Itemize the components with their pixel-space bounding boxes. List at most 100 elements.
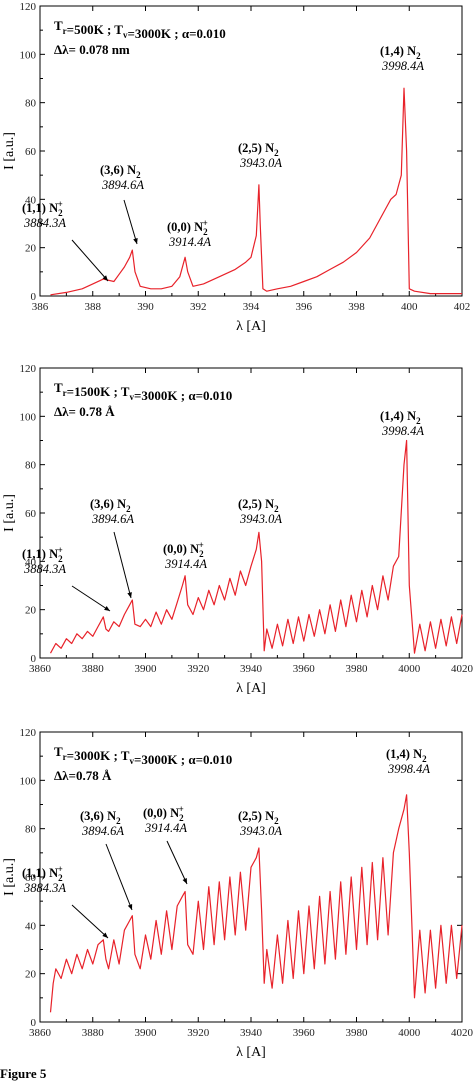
x-tick-label: 396 bbox=[296, 301, 313, 313]
x-tick-label: 3960 bbox=[293, 1027, 316, 1039]
x-tick-label: 4020 bbox=[451, 1027, 474, 1039]
x-tick-label: 3880 bbox=[82, 663, 105, 675]
y-tick-label: 80 bbox=[25, 98, 37, 110]
x-tick-label: 394 bbox=[243, 301, 260, 313]
peak-arrow bbox=[105, 843, 133, 911]
peak-arrow bbox=[166, 840, 188, 885]
x-tick-label: 386 bbox=[32, 301, 49, 313]
peak-arrow-head bbox=[127, 904, 133, 910]
peak-wavelength: 3884.3A bbox=[23, 881, 66, 895]
parameters-label: Tr=3000K ; Tv=3000K ; α=0.010 bbox=[54, 744, 232, 767]
peak-label: (1,1) N2+ bbox=[22, 864, 63, 883]
x-tick-label: 3860 bbox=[29, 663, 52, 675]
y-axis-label: I [a.u.] bbox=[2, 494, 17, 532]
x-tick-label: 3940 bbox=[240, 663, 263, 675]
resolution-label: Δλ= 0.078 nm bbox=[54, 42, 130, 57]
y-tick-label: 120 bbox=[20, 727, 37, 739]
x-tick-label: 400 bbox=[401, 301, 418, 313]
peak-label: (0,0) N2+ bbox=[167, 218, 208, 237]
peak-label: (3,6) N2 bbox=[80, 809, 121, 826]
spectrum-line bbox=[50, 87, 462, 296]
peak-wavelength: 3894.6A bbox=[91, 512, 134, 526]
peak-wavelength: 3998.4A bbox=[381, 424, 424, 438]
peak-arrow-head bbox=[102, 275, 108, 281]
peak-wavelength: 3894.6A bbox=[81, 824, 124, 838]
resolution-label: Δλ=0.78 Å bbox=[54, 768, 112, 783]
x-tick-label: 392 bbox=[190, 301, 207, 313]
x-tick-label: 4020 bbox=[451, 663, 474, 675]
x-tick-label: 3880 bbox=[82, 1027, 105, 1039]
peak-arrow bbox=[71, 585, 111, 612]
x-tick-label: 3920 bbox=[187, 1027, 210, 1039]
spectrum-panel-2: 3860 3880 3900 3920 3940 3960 3980 4000 4020 0 20 4… bbox=[2, 363, 474, 696]
peak-arrow bbox=[71, 239, 109, 282]
peak-wavelength: 3943.0A bbox=[239, 824, 282, 838]
peak-label: (3,6) N2 bbox=[100, 163, 141, 180]
peak-label: (3,6) N2 bbox=[90, 497, 131, 514]
x-tick-label: 3900 bbox=[135, 1027, 158, 1039]
spectrum-panel-3: 3860 3880 3900 3920 3940 3960 3980 4000 4020 0 20 4… bbox=[2, 727, 474, 1060]
y-tick-label: 40 bbox=[25, 920, 37, 932]
y-tick-label: 80 bbox=[25, 824, 37, 836]
peak-label: (2,5) N2 bbox=[238, 497, 279, 514]
peak-label: (0,0) N2+ bbox=[163, 540, 204, 559]
peak-arrow-head bbox=[127, 592, 132, 598]
peak-wavelength: 3914.4A bbox=[164, 557, 207, 571]
x-tick-label: 4000 bbox=[398, 1027, 421, 1039]
y-tick-label: 100 bbox=[20, 49, 37, 61]
spectra-figure: 386 388 390 392 394 396 398 400 4020204060801001… bbox=[2, 1, 474, 1060]
x-tick-label: 388 bbox=[85, 301, 102, 313]
y-tick-label: 100 bbox=[20, 775, 37, 787]
peak-wavelength: 3914.4A bbox=[144, 821, 187, 835]
peak-arrow bbox=[123, 199, 138, 245]
peak-arrow-head bbox=[182, 878, 187, 884]
x-tick-label: 4000 bbox=[398, 663, 421, 675]
peak-wavelength: 3884.3A bbox=[23, 216, 66, 230]
peak-wavelength: 3943.0A bbox=[239, 156, 282, 170]
peak-label: (1,4) N2 bbox=[380, 44, 421, 61]
peak-wavelength: 3943.0A bbox=[239, 512, 282, 526]
peak-label: (2,5) N2 bbox=[238, 141, 279, 158]
x-tick-label: 3920 bbox=[187, 663, 210, 675]
y-tick-label: 120 bbox=[20, 1, 37, 13]
x-axis-label: λ [A] bbox=[236, 681, 266, 696]
peak-wavelength: 3884.3A bbox=[23, 562, 66, 576]
peak-arrow bbox=[71, 904, 109, 939]
y-tick-label: 20 bbox=[25, 969, 37, 981]
y-tick-label: 0 bbox=[31, 291, 37, 303]
spectrum-line bbox=[49, 439, 463, 654]
peak-label: (1,4) N2 bbox=[380, 409, 421, 426]
y-tick-label: 20 bbox=[25, 243, 37, 255]
y-tick-label: 80 bbox=[25, 460, 37, 472]
peak-label: (0,0) N2+ bbox=[143, 804, 184, 823]
x-tick-label: 3980 bbox=[346, 663, 369, 675]
figure-caption: Figure 5 bbox=[0, 1066, 47, 1081]
y-axis-label: I [a.u.] bbox=[2, 858, 17, 896]
parameters-label: Tr=1500K ; Tv=3000K ; α=0.010 bbox=[54, 380, 232, 403]
resolution-label: Δλ= 0.78 Å bbox=[54, 404, 115, 419]
peak-arrow-head bbox=[133, 238, 138, 244]
x-tick-label: 390 bbox=[137, 301, 154, 313]
parameters-label: Tr=500K ; Tv=3000K ; α=0.010 bbox=[54, 18, 226, 41]
spectrum-line bbox=[49, 794, 463, 1013]
peak-label: (1,1) N2+ bbox=[22, 545, 63, 564]
x-tick-label: 3940 bbox=[240, 1027, 263, 1039]
y-tick-label: 120 bbox=[20, 363, 37, 375]
y-tick-label: 0 bbox=[31, 1017, 37, 1029]
y-tick-label: 60 bbox=[25, 146, 37, 158]
peak-label: (1,4) N2 bbox=[386, 747, 427, 764]
peak-label: (1,1) N2+ bbox=[22, 199, 63, 218]
peak-wavelength: 3998.4A bbox=[381, 59, 424, 73]
x-axis-label: λ [A] bbox=[236, 319, 266, 334]
y-tick-label: 20 bbox=[25, 605, 37, 617]
x-tick-label: 3980 bbox=[346, 1027, 369, 1039]
y-tick-label: 40 bbox=[25, 556, 37, 568]
x-tick-label: 402 bbox=[454, 301, 471, 313]
peak-arrow-head bbox=[104, 606, 110, 611]
y-tick-label: 0 bbox=[31, 653, 37, 665]
peak-wavelength: 3914.4A bbox=[168, 235, 211, 249]
y-tick-label: 40 bbox=[25, 194, 37, 206]
peak-arrow-head bbox=[102, 932, 108, 938]
x-tick-label: 398 bbox=[348, 301, 365, 313]
spectrum-panel-1: 386 388 390 392 394 396 398 400 402 0 20 40 60 80 100 1… bbox=[2, 1, 470, 334]
